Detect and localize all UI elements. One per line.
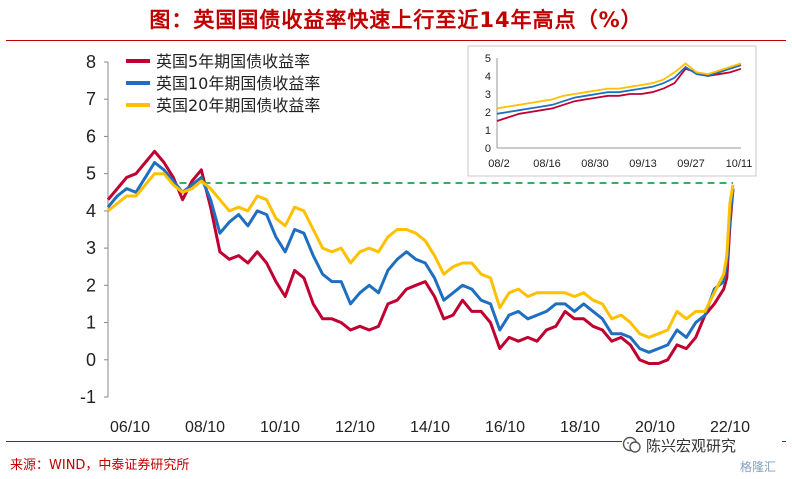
inset-y-tick-label: 5 [485, 53, 491, 65]
x-tick-label: 12/10 [335, 419, 375, 436]
y-tick-label: 3 [86, 238, 96, 258]
series-line-5y [106, 149, 735, 365]
legend-label: 英国5年期国债收益率 [156, 52, 310, 71]
x-tick-label: 06/10 [110, 419, 150, 436]
inset-y-tick-label: 2 [485, 107, 491, 119]
watermark: 格隆汇 [740, 460, 777, 474]
x-tick-label: 20/10 [635, 419, 675, 436]
chart-title: 图：英国国债收益率快速上行至近14年高点（%） [149, 8, 643, 32]
inset-x-tick-label: 10/11 [726, 158, 753, 170]
source-note: 来源：WIND，中泰证券研究所 [10, 458, 190, 473]
inset-y-tick-label: 4 [485, 71, 491, 83]
y-tick-label: 6 [86, 126, 96, 146]
inset-x-tick-label: 09/13 [629, 158, 657, 170]
wechat-account-label: 陈兴宏观研究 [646, 437, 737, 455]
main-series [106, 149, 735, 365]
legend-label: 英国10年期国债收益率 [156, 74, 320, 93]
x-tick-label: 08/10 [185, 419, 225, 436]
y-tick-label: 8 [86, 52, 96, 72]
x-tick-label: 18/10 [560, 419, 600, 436]
y-tick-label: 1 [86, 313, 96, 333]
inset-x-tick-label: 08/30 [581, 158, 609, 170]
inset-y-tick-label: 0 [485, 143, 491, 155]
inset-series-line-20y [496, 62, 742, 110]
legend-label: 英国20年期国债收益率 [156, 96, 320, 115]
x-tick-label: 16/10 [485, 419, 525, 436]
y-tick-label: 4 [86, 201, 96, 221]
x-tick-label: 14/10 [410, 419, 450, 436]
inset-y-tick-label: 1 [485, 125, 491, 137]
inset-x-tick-label: 08/2 [488, 158, 509, 170]
inset-y-tick-label: 3 [485, 89, 491, 101]
inset-chart: 5 4 3 2 1 0 08/2 08/16 08/30 09/13 09/27 10/11 [467, 45, 757, 177]
y-tick-label: 7 [86, 89, 96, 109]
inset-x-tick-label: 09/27 [677, 158, 705, 170]
y-tick-label: -1 [80, 387, 96, 407]
main-axes: 8 7 6 5 4 3 2 1 0 -1 06/10 08/10 10/10 12/10 14/10 16/1… [80, 52, 750, 436]
title-divider [6, 40, 786, 41]
wechat-icon [622, 436, 641, 453]
y-tick-label: 5 [86, 164, 96, 184]
y-tick-label: 0 [86, 350, 96, 370]
inset-series-line-10y [496, 64, 742, 115]
series-line-10y [106, 161, 735, 354]
inset-x-tick-label: 08/16 [533, 158, 561, 170]
wechat-account-badge: 陈兴宏观研究 [622, 432, 782, 458]
series-line-20y [107, 172, 735, 339]
x-tick-label: 22/10 [710, 419, 750, 436]
footer-divider [6, 441, 786, 442]
y-tick-label: 2 [86, 275, 96, 295]
x-tick-label: 10/10 [260, 419, 300, 436]
